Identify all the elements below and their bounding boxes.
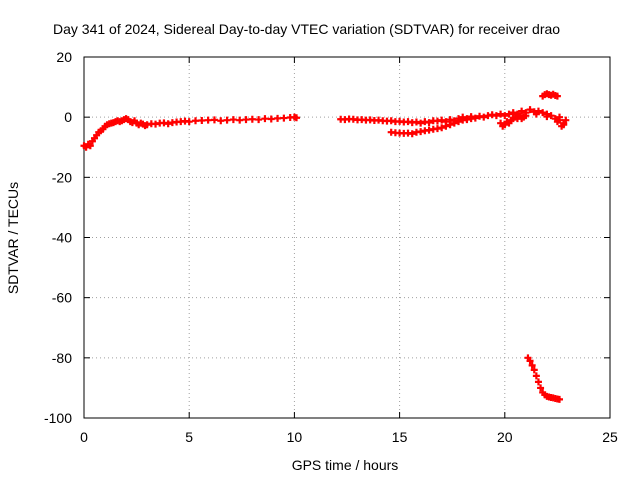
data-point	[553, 92, 561, 100]
y-tick-label: -100	[44, 410, 72, 426]
data-point	[236, 116, 244, 124]
x-tick-label: 25	[602, 429, 618, 445]
data-point	[518, 107, 526, 115]
data-points	[80, 90, 570, 403]
data-point	[560, 121, 568, 129]
data-point	[210, 116, 218, 124]
axis-ticks: 0 5 10 15 20 25 -100 -80 -60 -40 -20 0 20	[44, 49, 618, 445]
x-tick-label: 10	[287, 429, 303, 445]
data-point	[528, 361, 536, 369]
y-tick-label: -60	[52, 290, 72, 306]
data-point	[501, 112, 509, 120]
data-point	[530, 366, 538, 374]
data-point	[532, 110, 540, 118]
data-point	[480, 113, 488, 121]
y-tick-label: -40	[52, 230, 72, 246]
data-point	[280, 114, 288, 122]
data-point	[509, 109, 517, 117]
x-tick-label: 15	[392, 429, 408, 445]
data-point	[164, 120, 172, 128]
data-point	[450, 119, 458, 127]
data-point	[412, 118, 420, 126]
data-point	[417, 119, 425, 127]
data-point	[425, 119, 433, 127]
x-tick-label: 20	[497, 429, 513, 445]
data-point	[408, 130, 416, 138]
data-point	[534, 378, 542, 386]
data-point	[556, 113, 564, 121]
data-point	[505, 110, 513, 118]
data-point	[442, 122, 450, 130]
data-point	[532, 372, 540, 380]
data-point	[446, 121, 454, 129]
y-tick-label: 0	[64, 109, 72, 125]
data-point	[204, 116, 212, 124]
data-point	[526, 106, 534, 114]
data-point	[562, 116, 570, 124]
data-point	[86, 142, 94, 150]
data-point	[217, 117, 225, 125]
y-tick-label: -80	[52, 350, 72, 366]
data-point	[492, 112, 500, 120]
chart-title: Day 341 of 2024, Sidereal Day-to-day VTE…	[53, 21, 560, 37]
data-point	[455, 118, 463, 126]
data-point	[229, 116, 237, 124]
data-point	[185, 118, 193, 126]
data-point	[261, 115, 269, 123]
y-tick-label: -20	[52, 169, 72, 185]
data-point	[539, 109, 547, 117]
data-point	[438, 124, 446, 132]
data-point	[537, 384, 545, 392]
y-tick-label: 20	[56, 49, 72, 65]
data-point	[497, 110, 505, 118]
data-point	[543, 113, 551, 121]
x-tick-label: 5	[185, 429, 193, 445]
data-point	[267, 115, 275, 123]
data-point	[223, 116, 231, 124]
x-axis-label: GPS time / hours	[292, 457, 399, 473]
data-point	[255, 116, 263, 124]
x-tick-label: 0	[80, 429, 88, 445]
y-axis-label: SDTVAR / TECUs	[5, 182, 21, 294]
data-point	[192, 117, 200, 125]
data-point	[526, 357, 534, 365]
data-point	[293, 114, 301, 122]
data-point	[274, 114, 282, 122]
data-point	[198, 116, 206, 124]
data-point	[467, 115, 475, 123]
data-point	[553, 118, 561, 126]
data-point	[438, 116, 446, 124]
data-point	[522, 112, 530, 120]
data-point	[556, 395, 564, 403]
data-point	[242, 116, 250, 124]
data-point	[248, 115, 256, 123]
